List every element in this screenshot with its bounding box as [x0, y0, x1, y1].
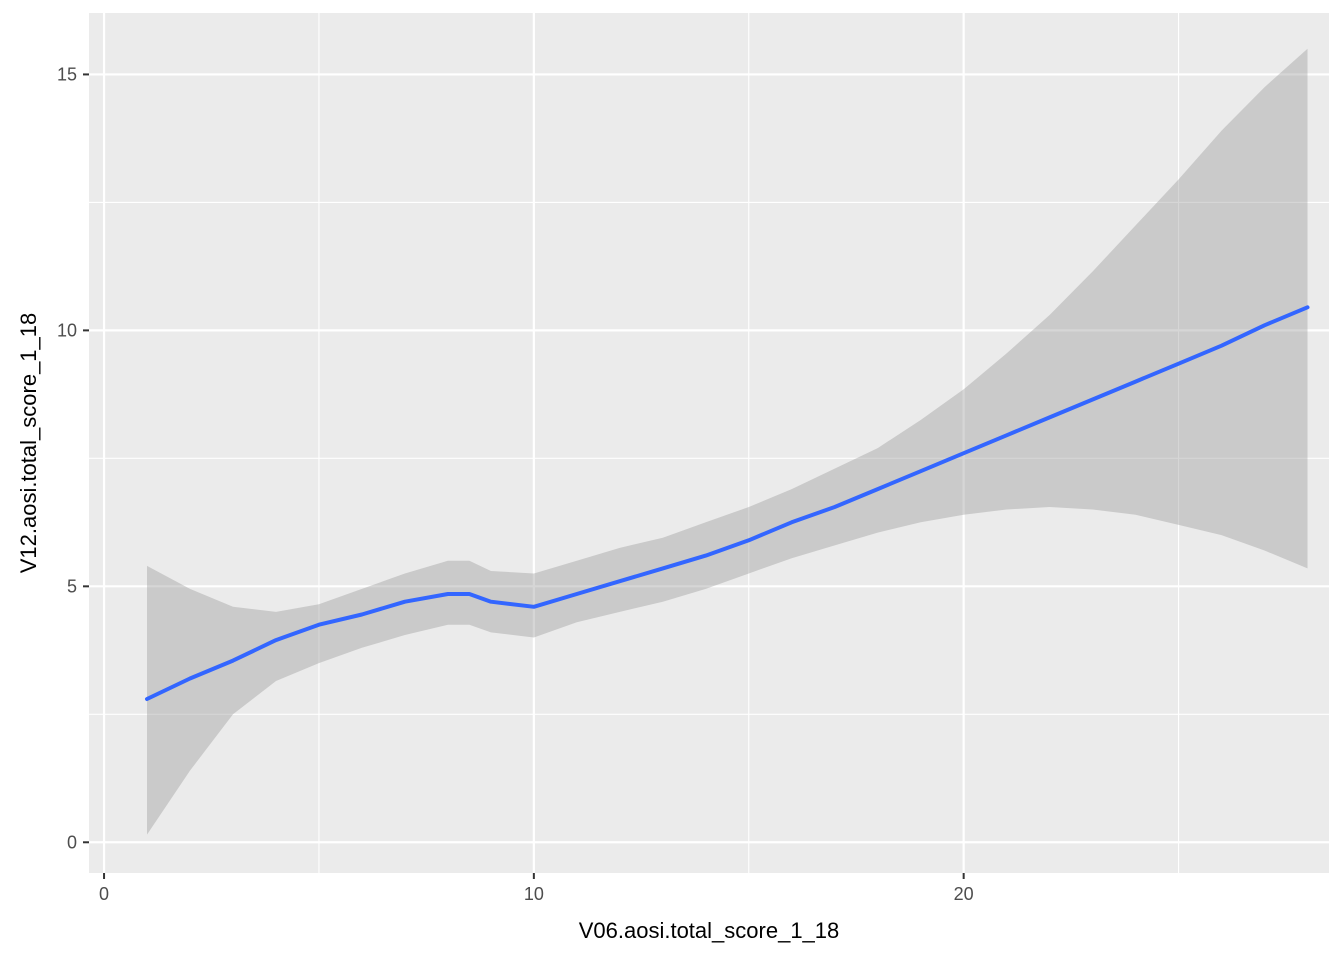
- plot-panel: [89, 13, 1329, 873]
- y-axis-title: V12.aosi.total_score_1_18: [16, 313, 41, 574]
- x-axis-ticks: 0 10 20: [99, 873, 974, 904]
- x-tick-label: 0: [99, 884, 109, 904]
- y-tick-label: 15: [57, 64, 77, 84]
- y-axis-ticks: 0 5 10 15: [57, 64, 89, 852]
- x-tick-label: 20: [954, 884, 974, 904]
- y-tick-label: 0: [67, 832, 77, 852]
- minor-gridlines: [89, 13, 1329, 873]
- confidence-band: [147, 48, 1308, 835]
- x-axis-title: V06.aosi.total_score_1_18: [579, 918, 840, 943]
- x-tick-label: 10: [524, 884, 544, 904]
- major-gridlines: [89, 13, 1329, 873]
- y-tick-label: 10: [57, 320, 77, 340]
- smooth-line: [145, 305, 1310, 701]
- y-tick-label: 5: [67, 576, 77, 596]
